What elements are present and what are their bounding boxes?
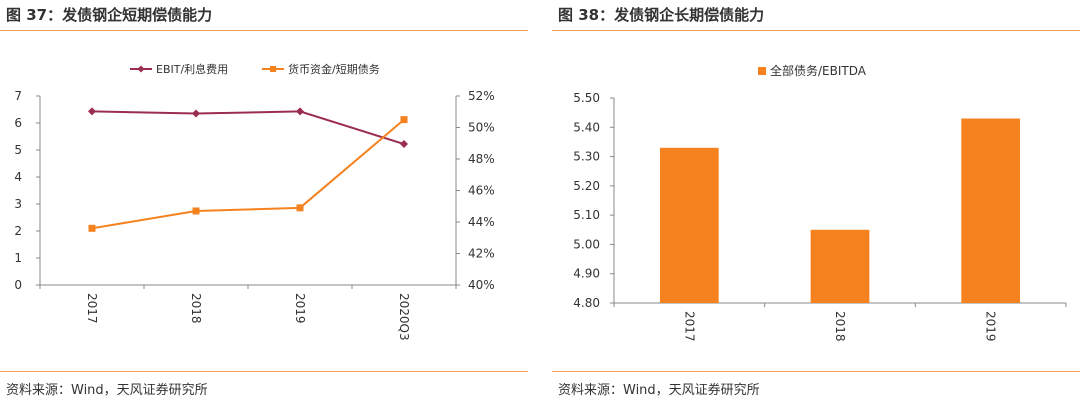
y-right-tick-label: 46%	[468, 184, 495, 198]
panel-long-term-solvency: 图 38：发债钢企长期偿债能力 4.80 4.90 5.00 5.10 5.20 5.30…	[552, 0, 1080, 406]
y-right-tick-label: 44%	[468, 215, 495, 229]
y-tick-label: 5.30	[573, 150, 600, 164]
bar	[659, 147, 719, 303]
x-tick-label: 2017	[682, 311, 696, 342]
y-tick-label: 5.40	[573, 120, 600, 134]
y-left-tick-label: 7	[14, 89, 22, 103]
source-note: 资料来源：Wind，天风证券研究所	[558, 383, 760, 398]
y-tick-label: 4.90	[573, 267, 600, 281]
y-right-tick-label: 42%	[468, 247, 495, 261]
y-right-tick-label: 50%	[468, 121, 495, 135]
x-tick-label: 2017	[85, 293, 99, 324]
series-line	[91, 118, 405, 230]
data-point	[400, 116, 408, 124]
figure-title: 图 38：发债钢企长期偿债能力	[558, 6, 765, 24]
x-tick-label: 2018	[833, 311, 847, 342]
bar	[961, 118, 1021, 303]
title-divider	[552, 30, 1080, 31]
y-right-tick-label: 52%	[468, 89, 495, 103]
y-tick-label: 5.00	[573, 237, 600, 251]
y-left-tick-label: 2	[14, 224, 22, 238]
x-tick-label: 2018	[189, 293, 203, 324]
legend-label: 货币资金/短期债务	[288, 62, 380, 76]
series-line	[91, 110, 405, 146]
y-right-tick-label: 40%	[468, 278, 495, 292]
y-left-tick-label: 0	[14, 278, 22, 292]
data-point	[296, 107, 304, 116]
legend-marker	[137, 65, 145, 73]
y-tick-label: 4.80	[573, 296, 600, 310]
y-left-tick-label: 3	[14, 197, 22, 211]
x-tick-label: 2019	[984, 311, 998, 342]
legend-label: EBIT/利息费用	[156, 62, 228, 76]
data-point	[192, 207, 200, 215]
y-tick-label: 5.50	[573, 91, 600, 105]
data-point	[88, 107, 96, 116]
figure-title: 图 37：发债钢企短期偿债能力	[6, 6, 213, 24]
panel-short-term-solvency: 图 37：发债钢企短期偿债能力 0 1 2 3 4 5 6 7 40% 42% 44% 46% 48% 5…	[0, 0, 528, 406]
source-divider	[552, 371, 1080, 372]
data-point	[400, 140, 408, 149]
bar-chart: 4.80 4.90 5.00 5.10 5.20 5.30 5.40 5.50 2017 2018…	[573, 63, 1067, 342]
x-tick-label: 2020Q3	[397, 293, 411, 341]
source-note: 资料来源：Wind，天风证券研究所	[6, 383, 208, 398]
x-tick-label: 2019	[293, 293, 307, 324]
y-left-tick-label: 5	[14, 143, 22, 157]
line-chart: 0 1 2 3 4 5 6 7 40% 42% 44% 46% 48% 50% 52% 2017 2018 201…	[14, 62, 495, 341]
legend-swatch	[758, 67, 766, 75]
y-tick-label: 5.10	[573, 208, 600, 222]
bar	[810, 229, 870, 303]
title-divider	[0, 30, 528, 31]
y-left-tick-label: 4	[14, 170, 22, 184]
legend-label: 全部债务/EBITDA	[770, 63, 867, 78]
legend-marker	[270, 66, 276, 72]
y-right-tick-label: 48%	[468, 152, 495, 166]
data-point	[192, 109, 200, 118]
y-left-tick-label: 6	[14, 116, 22, 130]
data-point	[88, 224, 96, 232]
source-divider	[0, 371, 528, 372]
y-tick-label: 5.20	[573, 179, 600, 193]
y-left-tick-label: 1	[14, 251, 22, 265]
data-point	[296, 204, 304, 212]
